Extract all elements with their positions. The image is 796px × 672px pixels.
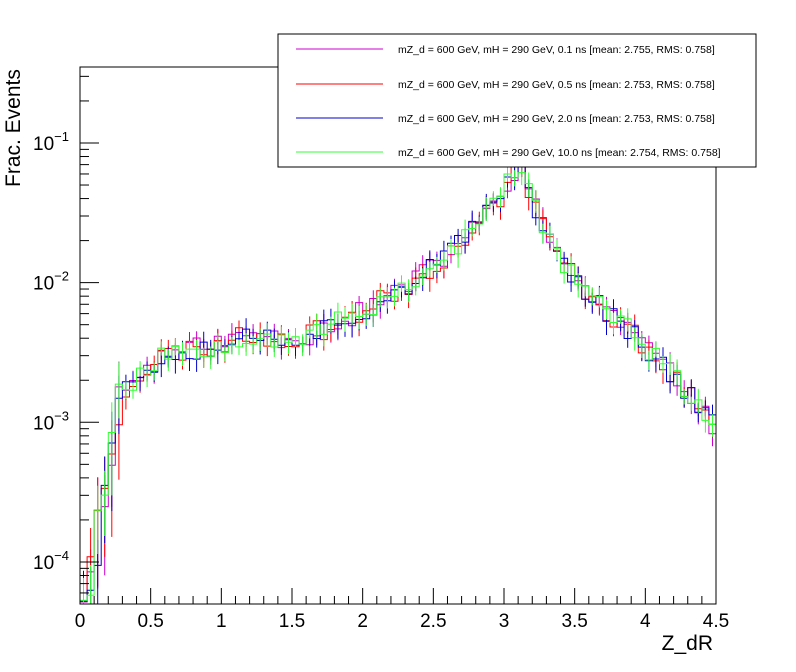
series-line (80, 172, 716, 601)
x-tick-label: 3 (499, 611, 510, 632)
legend-box (277, 33, 757, 168)
x-tick-label: 2.5 (420, 611, 446, 632)
axis-ticks: 0 0.5 1 1.5 2 2.5 3 3.5 4 4.5 10−4 10−3 10−2 10−1 (33, 75, 729, 632)
y-axis-title: Frac. Events (2, 69, 25, 187)
legend-entry: mZ_d = 600 GeV, mH = 290 GeV, 0.1 ns [me… (398, 44, 715, 56)
series-3 (80, 162, 716, 604)
legend-entry: mZ_d = 600 GeV, mH = 290 GeV, 2.0 ns [me… (398, 113, 715, 125)
x-tick-label: 1.5 (279, 611, 305, 632)
x-tick-label: 3.5 (561, 611, 587, 632)
x-axis-title: Z_dR (662, 632, 713, 655)
y-tick-label: 10−2 (33, 269, 69, 295)
x-tick-label: 4.5 (703, 611, 729, 632)
y-tick-label: 10−3 (33, 408, 69, 434)
x-tick-label: 0.5 (137, 611, 163, 632)
x-tick-label: 4 (640, 611, 651, 632)
legend: mZ_d = 600 GeV, mH = 290 GeV, 0.1 ns [me… (277, 33, 757, 168)
x-tick-label: 1 (216, 611, 227, 632)
legend-entry: mZ_d = 600 GeV, mH = 290 GeV, 10.0 ns [m… (398, 147, 721, 159)
y-tick-label: 10−1 (33, 129, 69, 155)
y-tick-label: 10−4 (33, 548, 69, 574)
legend-entry: mZ_d = 600 GeV, mH = 290 GeV, 0.5 ns [me… (398, 79, 715, 91)
series-layer (80, 152, 716, 604)
x-tick-label: 0 (75, 611, 86, 632)
x-tick-label: 2 (357, 611, 368, 632)
